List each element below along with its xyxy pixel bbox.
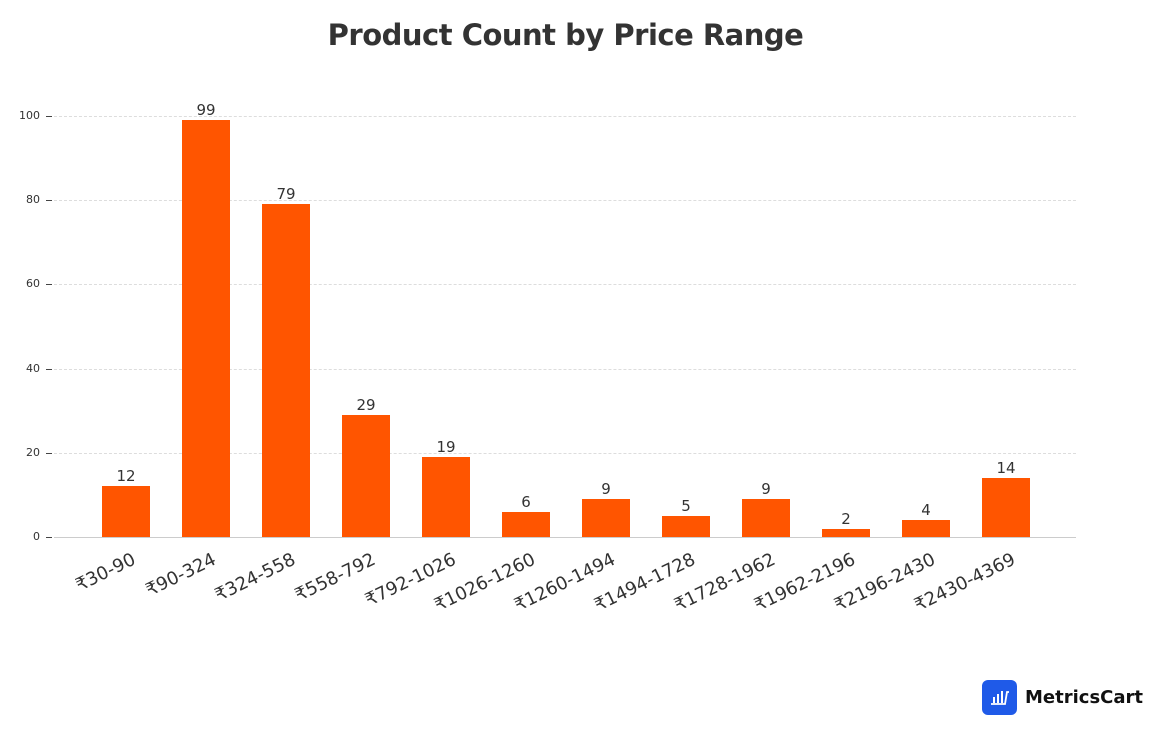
gridline — [54, 200, 1076, 202]
bar — [982, 478, 1030, 537]
bar — [902, 520, 950, 537]
bar-value-label: 29 — [356, 395, 376, 414]
gridline — [54, 284, 1076, 286]
bar — [102, 486, 150, 537]
y-tick-label: 80 — [26, 193, 40, 207]
y-tick-label: 0 — [33, 530, 40, 543]
y-tick-label: 40 — [26, 361, 40, 375]
bar-value-label: 12 — [116, 467, 136, 486]
y-tick-label: 100 — [19, 109, 40, 122]
y-tick-mark — [46, 537, 52, 538]
x-tick-label: ₹30-90 — [72, 549, 139, 596]
x-tick-label: ₹324-558 — [211, 549, 299, 606]
gridline — [54, 452, 1076, 454]
gridline — [54, 368, 1076, 370]
bar-value-label: 2 — [841, 509, 851, 528]
brand-name: MetricsCart — [1025, 687, 1143, 708]
bar — [822, 528, 870, 537]
y-tick-label: 60 — [26, 277, 40, 291]
bar-value-label: 19 — [436, 438, 456, 456]
bar-chart-cart-icon — [982, 680, 1017, 715]
bar-value-label: 5 — [681, 496, 691, 515]
bar-value-label: 4 — [921, 501, 931, 520]
x-tick-label: ₹90-324 — [142, 549, 220, 601]
bar — [262, 204, 310, 537]
bar — [502, 511, 550, 537]
bar-value-label: 14 — [996, 459, 1016, 478]
bar-value-label: 99 — [196, 101, 216, 120]
x-axis-line — [54, 537, 1076, 538]
plot-area: 0 20 40 60 80 100 12 ₹30-90 99 ₹90-324 79 ₹324-558 2… — [19, 0, 1076, 746]
y-tick-mark — [46, 452, 52, 454]
bar — [422, 457, 470, 537]
bar — [342, 414, 390, 537]
bar-value-label: 6 — [521, 492, 531, 511]
y-tick-label: 20 — [26, 445, 40, 459]
y-tick-mark — [46, 284, 52, 286]
brand-logo: MetricsCart — [982, 680, 1143, 715]
y-tick-mark — [46, 200, 52, 202]
bar-value-label: 79 — [276, 185, 296, 204]
chart-title: Product Count by Price Range — [327, 18, 804, 52]
bar — [742, 499, 790, 537]
y-tick-mark — [46, 368, 52, 370]
bar-value-label: 9 — [601, 480, 611, 499]
bar — [182, 120, 230, 537]
y-tick-mark — [46, 116, 52, 117]
bar-value-label: 9 — [761, 480, 771, 499]
bar — [662, 515, 710, 537]
gridline — [54, 116, 1076, 117]
bar — [582, 499, 630, 537]
